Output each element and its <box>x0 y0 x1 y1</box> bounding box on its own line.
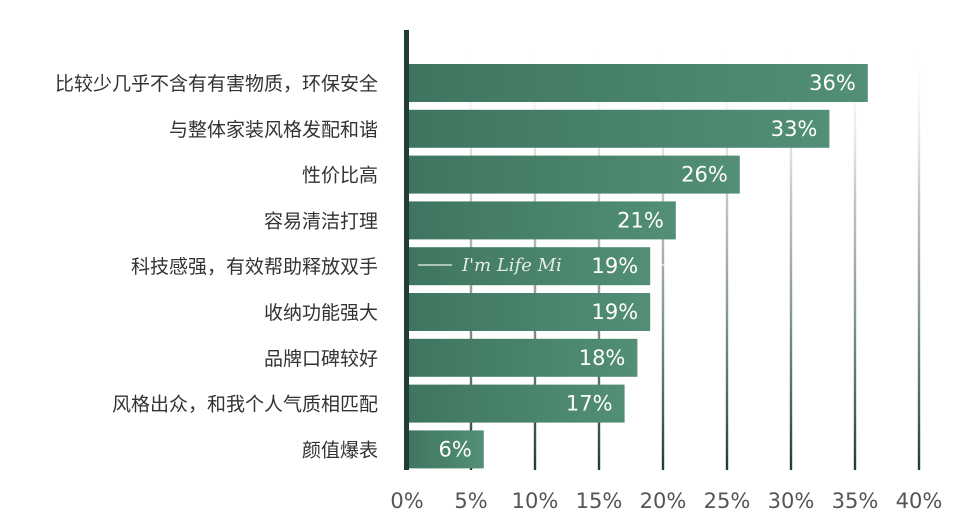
bar-value-label: 26% <box>681 163 728 187</box>
x-tick-labels: 0% 5% 10% 15% 20% 25% 30% 35% 40% <box>390 489 942 513</box>
bar-value-label: 36% <box>809 71 856 95</box>
x-tick-label: 35% <box>832 489 879 513</box>
category-label: 与整体家装风格发配和谐 <box>169 119 378 141</box>
bar-value-label: 21% <box>617 208 664 232</box>
x-tick-label: 10% <box>512 489 559 513</box>
bar <box>407 109 830 148</box>
bar-value-label: 17% <box>566 392 613 416</box>
bar-value-label: 18% <box>579 346 626 370</box>
y-axis <box>404 30 409 470</box>
gridline <box>853 40 857 470</box>
category-label: 性价比高 <box>302 165 378 187</box>
category-label: 风格出众，和我个人气质相匹配 <box>112 394 378 416</box>
x-tick-label: 25% <box>704 489 751 513</box>
bar <box>407 384 625 423</box>
bar <box>407 201 676 240</box>
bar <box>407 430 484 469</box>
bar <box>407 338 638 377</box>
gridline <box>789 40 793 470</box>
gridline <box>661 40 665 470</box>
watermark-text: I'm Life Mi <box>461 255 562 276</box>
bar <box>407 293 651 331</box>
bar-value-label: 6% <box>438 437 471 461</box>
category-label: 容易清洁打理 <box>264 210 378 232</box>
x-tick-label: 5% <box>454 489 487 513</box>
x-tick-label: 30% <box>768 489 815 513</box>
bar <box>407 155 740 194</box>
x-tick-label: 0% <box>390 489 423 513</box>
gridline <box>725 40 729 470</box>
category-label: 颜值爆表 <box>302 439 378 461</box>
bar <box>407 247 651 286</box>
bar-value-label: 33% <box>771 117 818 141</box>
bar-value-label: 19% <box>592 300 639 324</box>
category-label: 科技感强，有效帮助释放双手 <box>131 256 378 278</box>
category-label: 品牌口碑较好 <box>264 348 378 370</box>
category-label: 比较少几乎不含有有害物质，环保安全 <box>55 73 378 95</box>
category-label: 收纳功能强大 <box>264 302 378 324</box>
bar <box>407 64 868 102</box>
x-tick-label: 40% <box>896 489 943 513</box>
watermark: I'm Life Mi <box>418 255 675 276</box>
x-tick-label: 15% <box>576 489 623 513</box>
y-axis-line <box>404 30 409 470</box>
gridline <box>917 40 921 470</box>
category-labels: 比较少几乎不含有有害物质，环保安全与整体家装风格发配和谐性价比高容易清洁打理科技… <box>55 73 378 461</box>
bars: 36% 33% 26% 21% 19% 19% 18% 17% 6% <box>407 64 868 469</box>
bar-value-label: 19% <box>592 254 639 278</box>
x-tick-label: 20% <box>640 489 687 513</box>
